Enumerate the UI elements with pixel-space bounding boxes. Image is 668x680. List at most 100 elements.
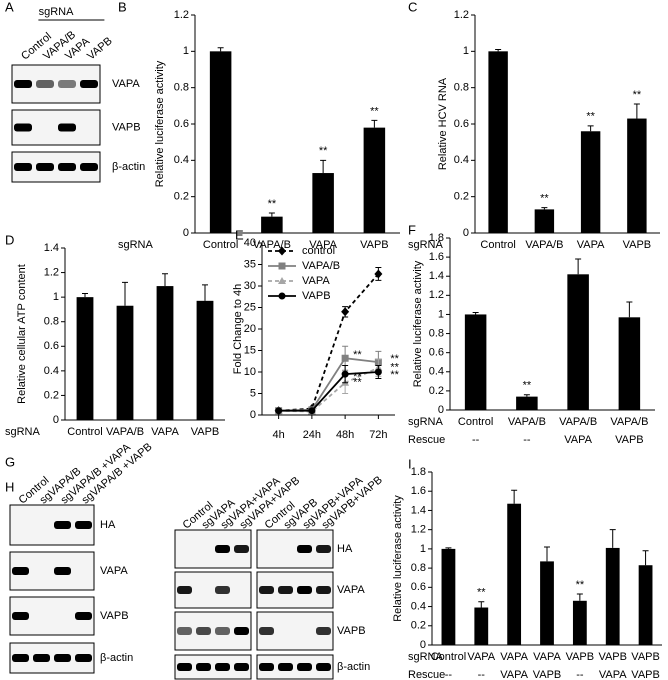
bar [209,51,232,234]
y-tick-label: 0 [438,404,444,416]
marker [278,262,286,270]
error-bar [609,529,616,548]
y-tick-label: 1 [53,291,59,303]
band [316,663,331,671]
band [259,627,274,635]
error-bar [202,284,208,301]
y-tick-label: 0.6 [174,118,189,130]
x-tick-label: Control [458,416,493,428]
band [215,627,230,635]
y-tick-label: 0.8 [411,562,426,574]
band [196,627,211,635]
row-label: β-actin [112,161,145,173]
significance: ** [353,377,362,389]
band [54,654,71,662]
band [278,663,293,671]
row-label: VAPB [112,121,141,133]
y-tick-label: 0 [250,409,256,421]
band [12,612,29,620]
band [14,80,32,88]
bar [363,127,386,233]
row-label: HA [100,519,116,531]
y-axis-label: Relative cellular ATP content [16,264,28,404]
marker [374,368,382,376]
x-tick-label: VAPB [191,426,220,438]
x-tick-label: -- [472,434,480,446]
x-tick-label: 72h [369,429,387,441]
band [75,521,92,529]
x-tick-label: VAPB [623,239,652,251]
x-tick-label: VAPA [564,434,592,446]
row-label: sgRNA [408,239,444,251]
panel-label: G [5,454,15,469]
band [297,663,312,671]
marker [278,246,286,256]
line [278,371,379,412]
band [177,663,192,671]
x-tick-label: VAPB [360,239,389,251]
band [234,663,249,671]
error-bar [575,258,582,275]
bar [507,503,522,645]
bar [638,565,653,645]
y-tick-label: 0.8 [454,82,469,94]
band [58,163,76,171]
y-tick-label: 0.4 [44,365,59,377]
x-tick-label: VAPA [500,669,528,680]
significance: ** [319,145,328,157]
band [75,654,92,662]
blot-box [174,529,252,569]
band [297,545,312,553]
error-bar [495,49,502,52]
panel-label: D [5,232,14,247]
band [316,545,331,553]
bar [580,131,601,233]
marker [341,370,349,378]
significance: ** [576,579,585,591]
bar [567,274,589,410]
y-tick-label: 15 [244,344,256,356]
error-bar [587,125,594,132]
band [54,567,71,575]
y-tick-label: 0 [53,414,59,426]
band [215,663,230,671]
row-label: β-actin [100,652,133,664]
row-label: sgRNA [408,651,444,663]
y-axis-label: Fold Change to 4h [232,284,244,375]
y-tick-label: 1.2 [429,289,444,301]
significance: ** [477,587,486,599]
y-tick-label: 1 [183,45,189,57]
y-axis-label: Relative luciferase activity [392,495,404,622]
y-tick-label: 0.2 [174,191,189,203]
error-bar [162,273,168,287]
x-tick-label: Control [431,651,466,663]
y-tick-label: 1.4 [44,242,59,254]
y-tick-label: 1.8 [411,466,426,478]
band [196,663,211,671]
x-tick-label: VAPA/B [559,416,597,428]
y-tick-label: 0.4 [429,366,444,378]
y-tick-label: 0.6 [44,340,59,352]
bar [627,118,647,233]
x-tick-label: -- [445,669,453,680]
panel-label: E [235,227,244,242]
significance: ** [633,89,642,101]
bar [196,300,214,420]
y-tick-label: 0 [463,227,469,239]
y-tick-label: 0.6 [454,118,469,130]
error-bar [633,103,640,119]
panel-label: I [408,456,412,471]
row-label: sgRNA [408,416,444,428]
band [12,567,29,575]
error-bar [371,119,378,128]
error-bar [523,394,530,397]
y-tick-label: 25 [244,301,256,313]
bar [474,607,489,645]
row-label: HA [337,543,353,555]
error-bar [541,207,548,210]
band [36,80,54,88]
x-tick-label: VAPB [533,669,562,680]
x-tick-label: VAPB [631,651,660,663]
lane-label: VAPB [85,35,115,63]
